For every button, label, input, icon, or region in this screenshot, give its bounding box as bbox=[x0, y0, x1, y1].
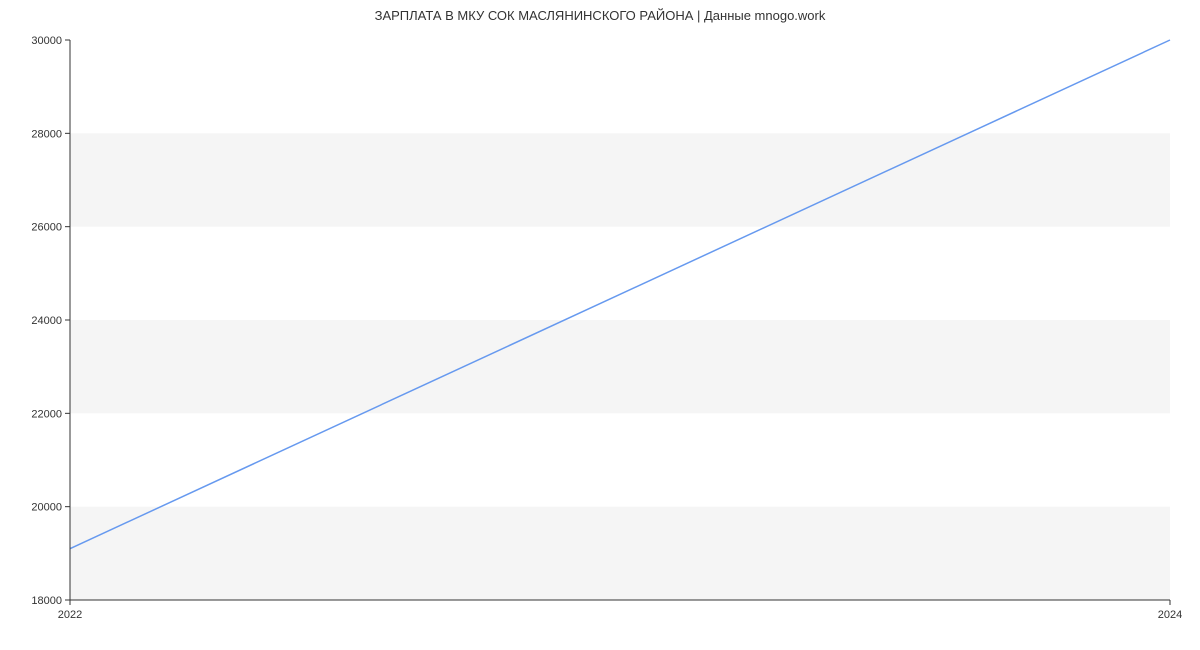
y-tick-label: 24000 bbox=[31, 315, 62, 327]
grid-band bbox=[70, 507, 1170, 600]
grid-band bbox=[70, 320, 1170, 413]
grid-band bbox=[70, 133, 1170, 226]
chart-svg: 18000 20000 22000 24000 26000 28000 30000 2022 2… bbox=[0, 0, 1200, 650]
y-tick-label: 22000 bbox=[31, 408, 62, 420]
chart-container: ЗАРПЛАТА В МКУ СОК МАСЛЯНИНСКОГО РАЙОНА … bbox=[0, 0, 1200, 650]
y-tick-label: 26000 bbox=[31, 222, 62, 234]
line-series bbox=[70, 40, 1170, 549]
y-tick-label: 30000 bbox=[31, 35, 62, 47]
x-tick-label: 2022 bbox=[58, 609, 82, 621]
y-tick-label: 20000 bbox=[31, 502, 62, 514]
y-tick-label: 28000 bbox=[31, 128, 62, 140]
y-tick-label: 18000 bbox=[31, 595, 62, 607]
x-tick-label: 2024 bbox=[1158, 609, 1182, 621]
